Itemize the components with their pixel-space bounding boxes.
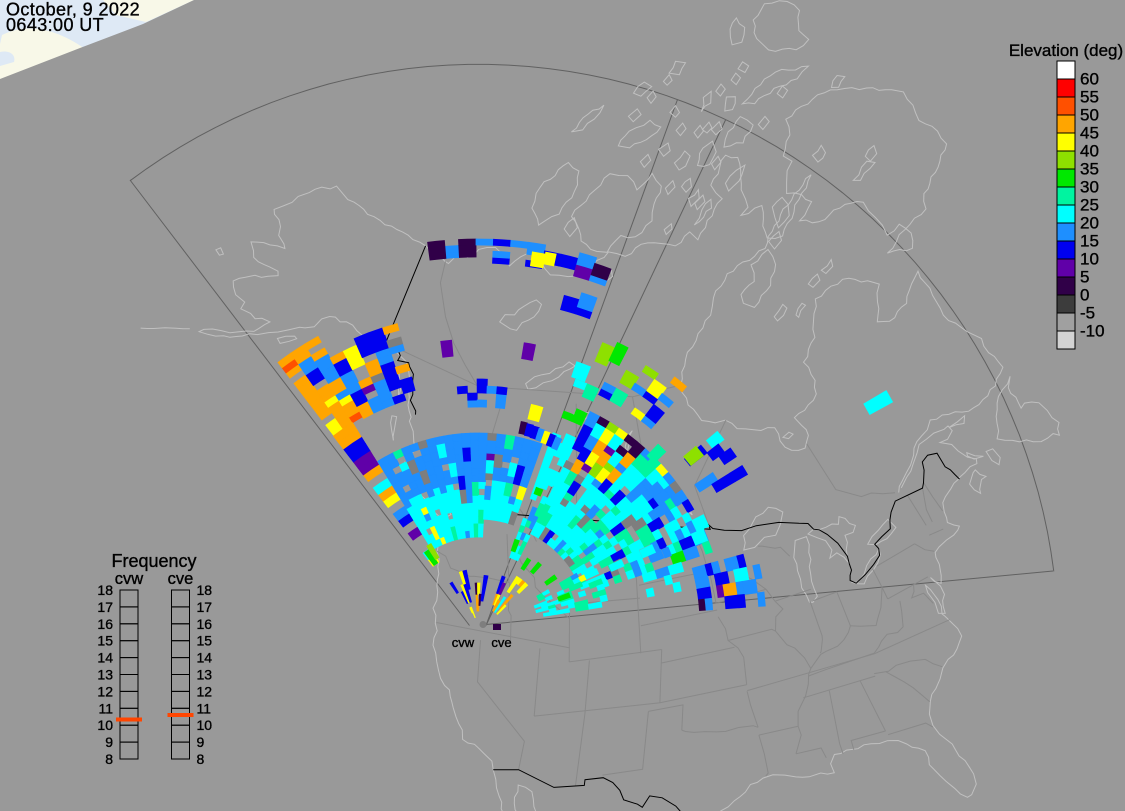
svg-text:8: 8: [105, 751, 113, 767]
svg-text:13: 13: [97, 667, 113, 683]
svg-text:17: 17: [97, 599, 113, 615]
svg-text:Elevation (deg): Elevation (deg): [1009, 41, 1123, 60]
svg-text:50: 50: [1080, 106, 1099, 125]
svg-text:0: 0: [1080, 286, 1089, 305]
svg-text:16: 16: [97, 616, 113, 632]
svg-text:18: 18: [197, 582, 213, 598]
svg-text:20: 20: [1080, 214, 1099, 233]
svg-text:60: 60: [1080, 70, 1099, 89]
svg-text:9: 9: [197, 734, 205, 750]
svg-text:55: 55: [1080, 88, 1099, 107]
svg-text:cve: cve: [491, 635, 511, 650]
svg-text:18: 18: [97, 582, 113, 598]
svg-text:17: 17: [197, 599, 213, 615]
svg-text:13: 13: [197, 667, 213, 683]
svg-text:15: 15: [97, 633, 113, 649]
svg-text:October, 9 2022: October, 9 2022: [6, 0, 140, 20]
svg-text:15: 15: [1080, 232, 1099, 251]
svg-text:5: 5: [1080, 268, 1089, 287]
svg-text:cvw: cvw: [452, 635, 475, 650]
svg-text:16: 16: [197, 616, 213, 632]
svg-text:-10: -10: [1080, 322, 1105, 341]
svg-text:11: 11: [197, 700, 212, 716]
svg-text:14: 14: [97, 650, 113, 666]
svg-text:cvw: cvw: [115, 570, 144, 588]
svg-text:cve: cve: [168, 570, 194, 588]
svg-text:10: 10: [197, 717, 213, 733]
svg-text:12: 12: [97, 683, 113, 699]
svg-text:30: 30: [1080, 178, 1099, 197]
svg-text:9: 9: [105, 734, 113, 750]
svg-text:0643:00 UT: 0643:00 UT: [6, 15, 104, 35]
svg-text:40: 40: [1080, 142, 1099, 161]
svg-text:35: 35: [1080, 160, 1099, 179]
svg-text:10: 10: [97, 717, 113, 733]
svg-text:10: 10: [1080, 250, 1099, 269]
svg-text:11: 11: [98, 700, 113, 716]
svg-text:8: 8: [197, 751, 205, 767]
svg-text:45: 45: [1080, 124, 1099, 143]
svg-text:14: 14: [197, 650, 213, 666]
svg-text:-5: -5: [1080, 304, 1095, 323]
svg-text:15: 15: [197, 633, 213, 649]
svg-text:25: 25: [1080, 196, 1099, 215]
svg-text:Frequency: Frequency: [111, 551, 196, 571]
svg-text:12: 12: [197, 683, 213, 699]
